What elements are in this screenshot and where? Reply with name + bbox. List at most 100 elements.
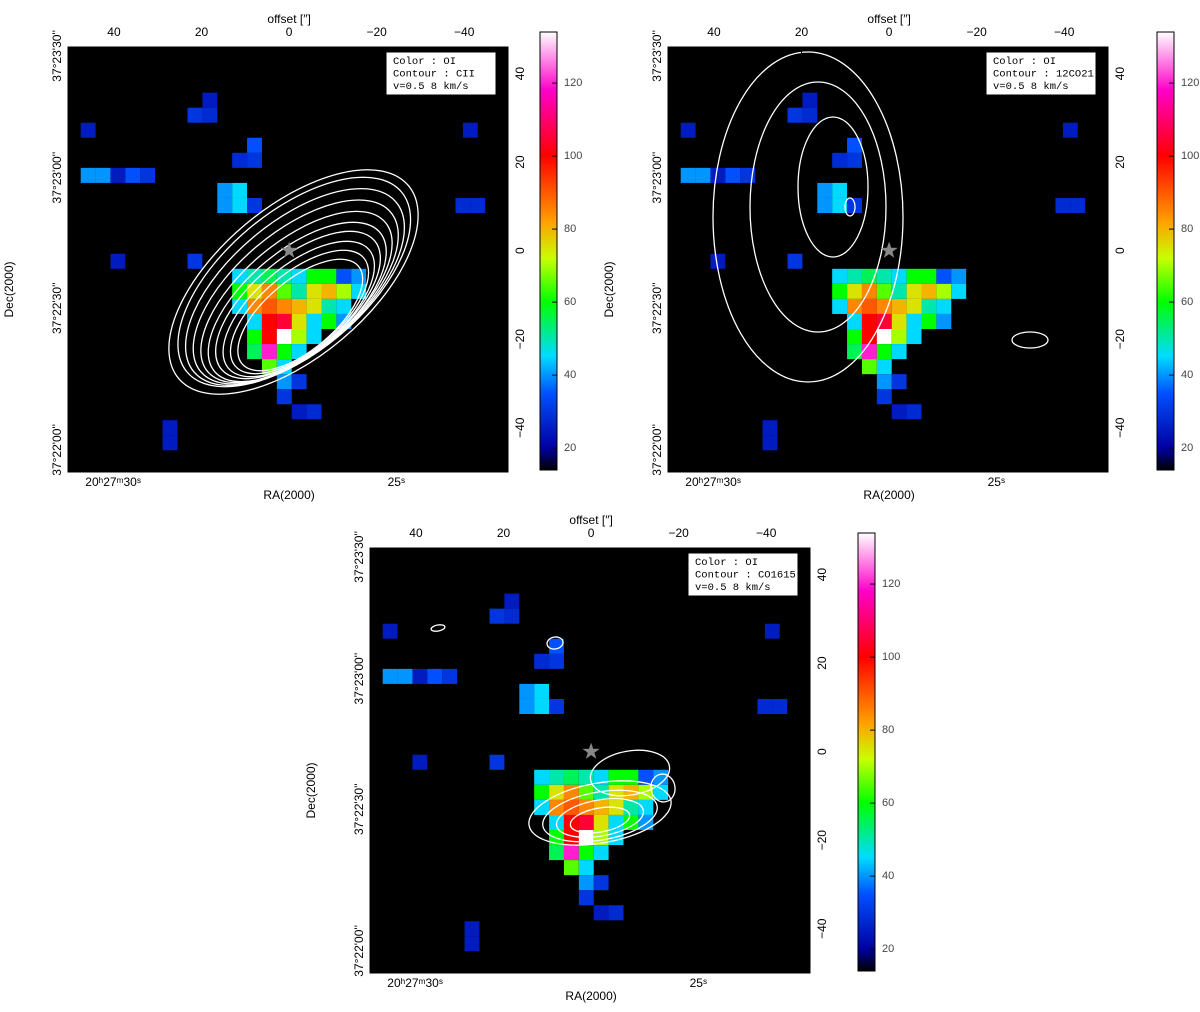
cell <box>563 814 579 831</box>
cell <box>578 769 594 785</box>
x-tick-label: 0 <box>886 25 893 39</box>
cell <box>680 122 696 138</box>
cell <box>351 268 367 284</box>
cell <box>306 404 322 420</box>
cell <box>861 283 877 299</box>
cell <box>549 653 564 669</box>
cell <box>162 420 178 436</box>
cell <box>504 608 520 624</box>
contour <box>237 258 364 372</box>
cell <box>608 784 624 800</box>
star-marker <box>582 742 600 759</box>
x-tick-label: −40 <box>454 25 475 39</box>
cell <box>876 344 892 360</box>
x-tick-label: 0 <box>286 25 293 39</box>
cell <box>787 253 803 269</box>
cell <box>291 298 307 314</box>
cell <box>876 359 892 375</box>
cell <box>232 283 248 299</box>
cell <box>906 404 922 420</box>
cell <box>232 197 248 214</box>
cell <box>951 268 967 284</box>
contour <box>542 789 658 843</box>
y-tick-label: 20 <box>1113 155 1127 169</box>
cell <box>593 769 609 785</box>
cell <box>847 152 862 168</box>
cell <box>876 268 892 284</box>
dec-tick-label: 37°23'30'' <box>650 30 664 82</box>
y-tick-label: −20 <box>513 329 527 350</box>
annotation-line: v=0.5 8 km/s <box>393 81 469 93</box>
annotation-line: Color : OI <box>993 56 1056 68</box>
x-tick-label: 40 <box>107 25 121 39</box>
cell <box>140 167 156 183</box>
colorbar-tick-label: 80 <box>1181 223 1193 235</box>
cell <box>489 754 505 770</box>
cell <box>321 298 337 314</box>
contour <box>184 187 406 387</box>
cell <box>891 329 907 345</box>
colorbar <box>857 532 876 972</box>
cell <box>832 283 848 299</box>
contour <box>712 51 904 383</box>
annotation-box <box>687 552 799 597</box>
dec-tick-label: 37°22'00'' <box>352 925 366 977</box>
ra-tick-label: 20ʰ27ᵐ30ˢ <box>387 976 443 990</box>
annotation-line: v=0.5 8 km/s <box>695 582 771 594</box>
cell <box>906 313 922 330</box>
x-axis-title: RA(2000) <box>863 488 914 502</box>
colorbar-tick-label: 100 <box>1181 150 1199 162</box>
cell <box>847 283 862 299</box>
cell <box>832 182 848 198</box>
cell <box>291 374 307 390</box>
cell <box>232 182 248 198</box>
plot-frame <box>369 547 811 974</box>
cell <box>876 313 892 330</box>
cell <box>847 313 862 330</box>
contour <box>207 221 387 383</box>
cell <box>412 668 428 684</box>
cell <box>382 623 398 639</box>
cell <box>125 167 141 183</box>
contour <box>749 81 887 333</box>
plot-background <box>370 548 810 973</box>
dec-tick-label: 37°22'30'' <box>50 282 64 334</box>
cell <box>906 329 922 345</box>
cell <box>563 845 579 861</box>
cell <box>306 329 322 345</box>
ra-tick-label: 25ˢ <box>690 976 707 990</box>
y-tick-label: 0 <box>513 247 527 254</box>
cell <box>549 845 564 861</box>
cell <box>110 253 126 269</box>
x-tick-label: −20 <box>366 25 387 39</box>
cell <box>470 197 486 214</box>
cell <box>623 769 639 785</box>
contour <box>430 624 446 632</box>
cell <box>306 313 322 330</box>
cell <box>951 283 967 299</box>
cell <box>382 668 398 684</box>
contour <box>650 773 676 803</box>
annotation-line: v=0.5 8 km/s <box>993 81 1069 93</box>
cell <box>247 298 262 314</box>
top-axis-title: offset [″] <box>867 12 910 26</box>
cell <box>549 784 564 800</box>
cell <box>276 329 292 345</box>
contour <box>222 240 376 378</box>
cell <box>891 344 907 360</box>
top-axis-title: offset [″] <box>267 12 310 26</box>
cell <box>549 769 564 785</box>
cell <box>936 268 952 284</box>
cell <box>291 313 307 330</box>
cell <box>593 875 609 891</box>
cell <box>608 769 624 785</box>
cell <box>261 344 277 360</box>
x-tick-label: 20 <box>795 25 809 39</box>
dec-tick-label: 37°22'00'' <box>50 424 64 476</box>
plot-frame <box>667 46 1109 473</box>
x-tick-label: 20 <box>497 526 511 540</box>
x-axis-title: RA(2000) <box>263 488 314 502</box>
contour <box>177 176 412 388</box>
cell <box>534 799 550 815</box>
cell <box>832 298 848 314</box>
